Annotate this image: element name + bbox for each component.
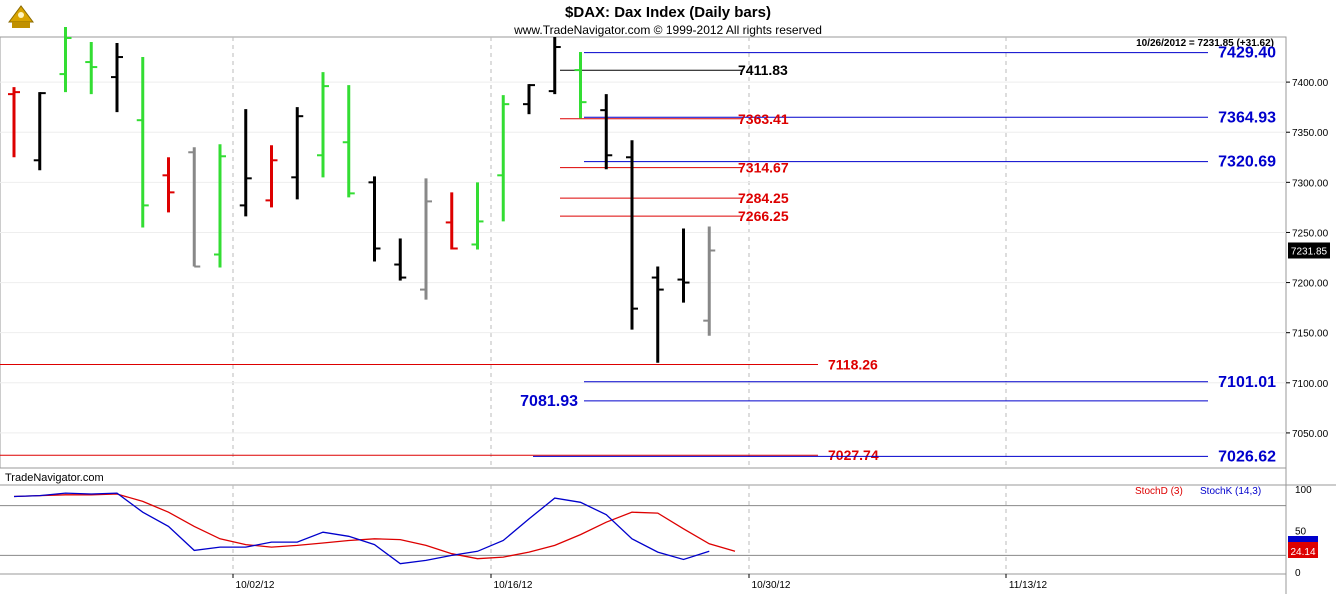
price-level-label: 7364.93	[1218, 109, 1276, 126]
price-level-label: 7081.93	[520, 393, 578, 410]
price-axis-label: 7250.00	[1292, 228, 1329, 239]
price-axis-label: 7400.00	[1292, 78, 1329, 89]
brand-label: TradeNavigator.com	[5, 472, 104, 484]
ohlc-bar	[471, 182, 484, 250]
copyright-text: www.TradeNavigator.com © 1999-2012 All r…	[513, 23, 822, 37]
date-axis-label: 11/13/12	[1009, 580, 1048, 591]
date-axis-label: 10/02/12	[236, 580, 275, 591]
ohlc-bar	[497, 95, 510, 222]
chart-title: $DAX: Dax Index (Daily bars)	[565, 4, 771, 21]
ohlc-bar	[548, 37, 561, 95]
date-axis: 10/02/12 10/16/12 10/30/12 11/13/12	[232, 574, 1048, 591]
ohlc-bar	[33, 92, 46, 171]
stochd-line	[13, 493, 736, 560]
ohlc-bar	[342, 85, 355, 198]
ohlc-bar	[265, 145, 278, 208]
ohlc-bar	[188, 147, 201, 268]
price-axis-label: 7100.00	[1292, 379, 1329, 390]
price-level-label: 7266.25	[738, 208, 789, 224]
ohlc-bar	[317, 72, 329, 178]
logo-icon	[6, 2, 36, 32]
price-axis-label: 7300.00	[1292, 178, 1329, 189]
panel-frames	[0, 36, 1336, 594]
ohlc-bar	[111, 43, 123, 113]
ohlc-bar	[394, 238, 407, 281]
price-level-label: 7320.69	[1218, 154, 1276, 171]
ohlc-bar	[651, 266, 664, 363]
price-level-label: 7429.40	[1218, 45, 1276, 62]
ohlc-bar	[239, 109, 252, 217]
last-quote-readout: 10/26/2012 = 7231.85 (+31.62)	[1136, 38, 1274, 49]
ohlc-bar	[574, 52, 587, 119]
ohlc-bar	[214, 144, 226, 268]
ohlc-bar	[368, 176, 381, 262]
price-axis-label: 7150.00	[1292, 329, 1329, 340]
stochk-line	[13, 492, 710, 565]
price-level-label: 7027.74	[828, 447, 879, 463]
ohlc-bar	[162, 157, 175, 213]
ohlc-bar	[626, 140, 638, 330]
price-level-label: 7101.01	[1218, 374, 1276, 391]
price-level-label: 7284.25	[738, 190, 789, 206]
price-axis-label: 7050.00	[1292, 429, 1329, 440]
date-axis-label: 10/16/12	[494, 580, 533, 591]
price-level-label: 7363.41	[738, 111, 789, 127]
stochastic-lines: 100 50 0	[0, 485, 1312, 579]
stoch-axis-label: 50	[1295, 527, 1307, 538]
ohlc-bar	[291, 107, 304, 200]
ohlc-bar	[420, 178, 432, 300]
ohlc-bar	[136, 57, 149, 228]
grid-lines	[0, 37, 1286, 574]
stoch-value-label: 24.14	[1290, 547, 1315, 558]
price-axis-label: 7350.00	[1292, 128, 1329, 139]
stoch-value-tag: 24.14	[1288, 536, 1318, 558]
stoch-axis-label: 100	[1295, 485, 1312, 496]
date-axis-label: 10/30/12	[752, 580, 791, 591]
ohlc-bar	[600, 94, 613, 170]
price-axis-label: 7200.00	[1292, 279, 1329, 290]
current-price-label: 7231.85	[1291, 246, 1328, 257]
ohlc-bar	[85, 42, 98, 95]
price-levels: 7429.40 7411.83 7364.93 7363.41 7320.69 7314.…	[0, 45, 1276, 465]
current-price-tag: 7231.85	[1288, 242, 1330, 259]
price-level-label: 7411.83	[738, 62, 788, 78]
ohlc-bar	[445, 192, 458, 250]
price-level-label: 7118.26	[828, 356, 878, 372]
price-level-label: 7314.67	[738, 160, 789, 176]
ohlc-bar	[703, 226, 716, 336]
price-axis: 7050.00 7100.00 7150.00 7200.00 7250.00 7300.…	[1286, 78, 1329, 440]
ohlc-bar	[59, 26, 72, 93]
ohlc-bar	[677, 228, 690, 303]
ohlc-bar	[8, 87, 20, 158]
ohlc-bar	[523, 84, 535, 115]
stochk-legend: StochK (14,3)	[1200, 486, 1261, 497]
stochd-legend: StochD (3)	[1135, 486, 1183, 497]
ohlc-bars	[8, 26, 716, 363]
price-level-label: 7026.62	[1218, 448, 1276, 465]
stoch-axis-label: 0	[1295, 568, 1301, 579]
